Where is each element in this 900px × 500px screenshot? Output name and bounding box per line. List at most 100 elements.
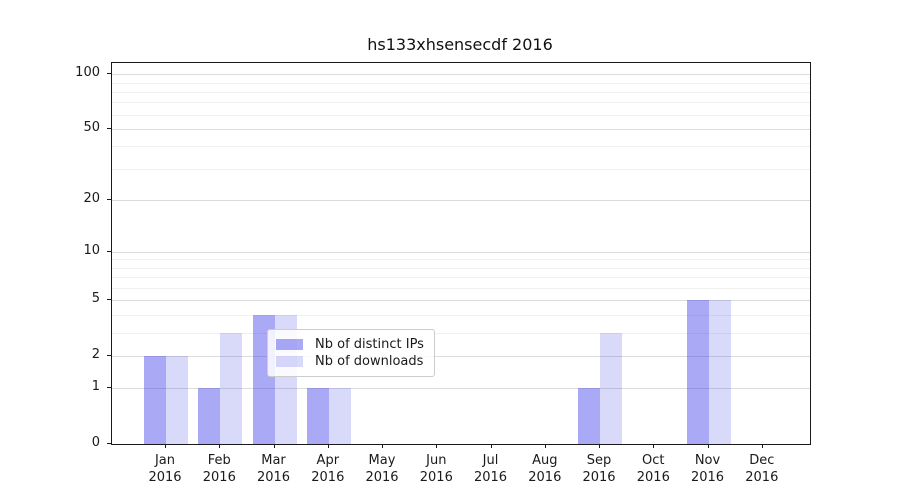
gridline-major-100 — [112, 74, 810, 76]
gridline-minor-40 — [112, 146, 810, 148]
x-tick-mark-jun — [436, 444, 438, 448]
x-tick-label-mar: Mar 2016 — [246, 452, 302, 486]
bar-distinct-ips-apr — [306, 388, 329, 444]
x-tick-year-may: 2016 — [365, 470, 399, 485]
x-tick-month-apr: Apr — [316, 453, 340, 468]
legend-row-downloads: Nb of downloads — [276, 353, 424, 370]
legend-row-distinct-ips: Nb of distinct IPs — [276, 336, 424, 353]
plot-area — [111, 62, 811, 445]
x-tick-year-mar: 2016 — [256, 470, 291, 485]
x-tick-mark-may — [382, 444, 383, 448]
x-tick-mark-sep — [599, 444, 600, 448]
y-tick-mark-0 — [107, 443, 111, 444]
y-tick-mark-1 — [107, 387, 111, 389]
x-tick-year-nov: 2016 — [690, 470, 725, 485]
x-tick-label-may: May 2016 — [354, 452, 410, 486]
chart-title: hs133xhsensecdf 2016 — [367, 35, 553, 54]
x-tick-mark-apr — [327, 444, 329, 448]
gridline-major-50 — [112, 128, 810, 130]
x-tick-label-feb: Feb 2016 — [191, 452, 247, 486]
y-tick-label-10: 10 — [83, 242, 100, 258]
legend-swatch-downloads — [276, 356, 303, 367]
y-tick-label-2: 2 — [91, 346, 100, 362]
x-tick-mark-jul — [490, 444, 492, 448]
bar-distinct-ips-feb — [198, 388, 221, 444]
gridline-minor-30 — [112, 168, 810, 170]
x-tick-label-jul: Jul 2016 — [463, 452, 519, 486]
gridline-major-2 — [112, 355, 810, 357]
x-tick-year-sep: 2016 — [582, 470, 616, 485]
x-tick-month-dec: Dec — [749, 453, 775, 468]
gridline-major-10 — [112, 251, 810, 253]
bar-downloads-sep — [600, 332, 622, 444]
y-tick-label-20: 20 — [83, 191, 100, 206]
gridline-major-20 — [112, 200, 810, 201]
gridline-minor-90 — [112, 82, 810, 84]
x-tick-mark-mar — [273, 444, 275, 448]
x-tick-label-dec: Dec 2016 — [734, 452, 790, 486]
x-tick-year-feb: 2016 — [202, 470, 236, 485]
y-tick-label-5: 5 — [91, 291, 100, 307]
y-tick-mark-10 — [107, 250, 111, 252]
legend: Nb of distinct IPs Nb of downloads — [267, 329, 435, 377]
x-tick-mark-aug — [544, 444, 546, 448]
x-tick-label-apr: Apr 2016 — [300, 452, 356, 486]
gridline-minor-7 — [112, 277, 810, 279]
gridline-minor-4 — [112, 315, 810, 316]
gridline-minor-80 — [112, 91, 810, 93]
y-tick-mark-50 — [107, 127, 111, 129]
x-tick-mark-feb — [219, 444, 221, 448]
x-tick-month-nov: Nov — [694, 453, 721, 468]
y-tick-label-0: 0 — [91, 435, 100, 450]
x-tick-year-apr: 2016 — [311, 470, 345, 485]
gridline-major-5 — [112, 300, 810, 302]
x-tick-label-sep: Sep 2016 — [571, 452, 627, 486]
x-tick-label-jan: Jan 2016 — [137, 452, 193, 486]
x-tick-month-jun: Jun — [426, 453, 447, 468]
x-tick-year-dec: 2016 — [745, 470, 779, 485]
gridline-minor-6 — [112, 288, 810, 289]
bar-downloads-feb — [220, 332, 243, 444]
x-tick-month-jul: Jul — [482, 453, 499, 468]
x-tick-month-mar: Mar — [261, 453, 286, 468]
y-tick-mark-100 — [107, 73, 111, 75]
y-tick-label-1: 1 — [91, 379, 100, 395]
bar-downloads-jan — [166, 355, 188, 444]
bar-distinct-ips-jan — [144, 355, 166, 444]
bar-distinct-ips-sep — [578, 388, 600, 444]
x-tick-label-nov: Nov 2016 — [680, 452, 736, 486]
gridline-minor-60 — [112, 114, 810, 116]
x-tick-mark-dec — [761, 444, 763, 448]
x-tick-mark-jan — [165, 444, 166, 448]
gridline-minor-8 — [112, 267, 810, 269]
gridline-minor-9 — [112, 259, 810, 261]
gridline-minor-3 — [112, 332, 810, 334]
y-tick-mark-20 — [107, 199, 111, 200]
x-tick-month-sep: Sep — [586, 453, 612, 468]
x-tick-mark-nov — [707, 444, 709, 448]
y-tick-label-50: 50 — [83, 119, 100, 135]
legend-swatch-distinct-ips — [276, 339, 303, 350]
x-tick-label-oct: Oct 2016 — [625, 452, 681, 486]
legend-label-downloads: Nb of downloads — [315, 354, 424, 369]
x-tick-month-feb: Feb — [207, 453, 231, 468]
x-tick-label-jun: Jun 2016 — [408, 452, 464, 486]
x-tick-month-may: May — [368, 453, 396, 468]
gridline-minor-70 — [112, 102, 810, 104]
y-tick-mark-2 — [107, 354, 111, 356]
x-tick-year-jul: 2016 — [473, 470, 508, 485]
bar-distinct-ips-nov — [686, 300, 709, 444]
x-tick-month-oct: Oct — [642, 453, 665, 468]
bar-downloads-nov — [708, 300, 731, 444]
y-tick-mark-5 — [107, 299, 111, 301]
x-tick-year-oct: 2016 — [636, 470, 670, 485]
bar-downloads-apr — [328, 388, 351, 444]
x-tick-year-jan: 2016 — [148, 470, 182, 485]
legend-label-distinct-ips: Nb of distinct IPs — [315, 337, 424, 352]
x-tick-month-jan: Jan — [154, 453, 176, 468]
x-tick-year-jun: 2016 — [419, 470, 453, 485]
x-tick-year-aug: 2016 — [528, 470, 562, 485]
gridline-major-1 — [112, 388, 810, 390]
y-tick-label-100: 100 — [75, 65, 100, 81]
